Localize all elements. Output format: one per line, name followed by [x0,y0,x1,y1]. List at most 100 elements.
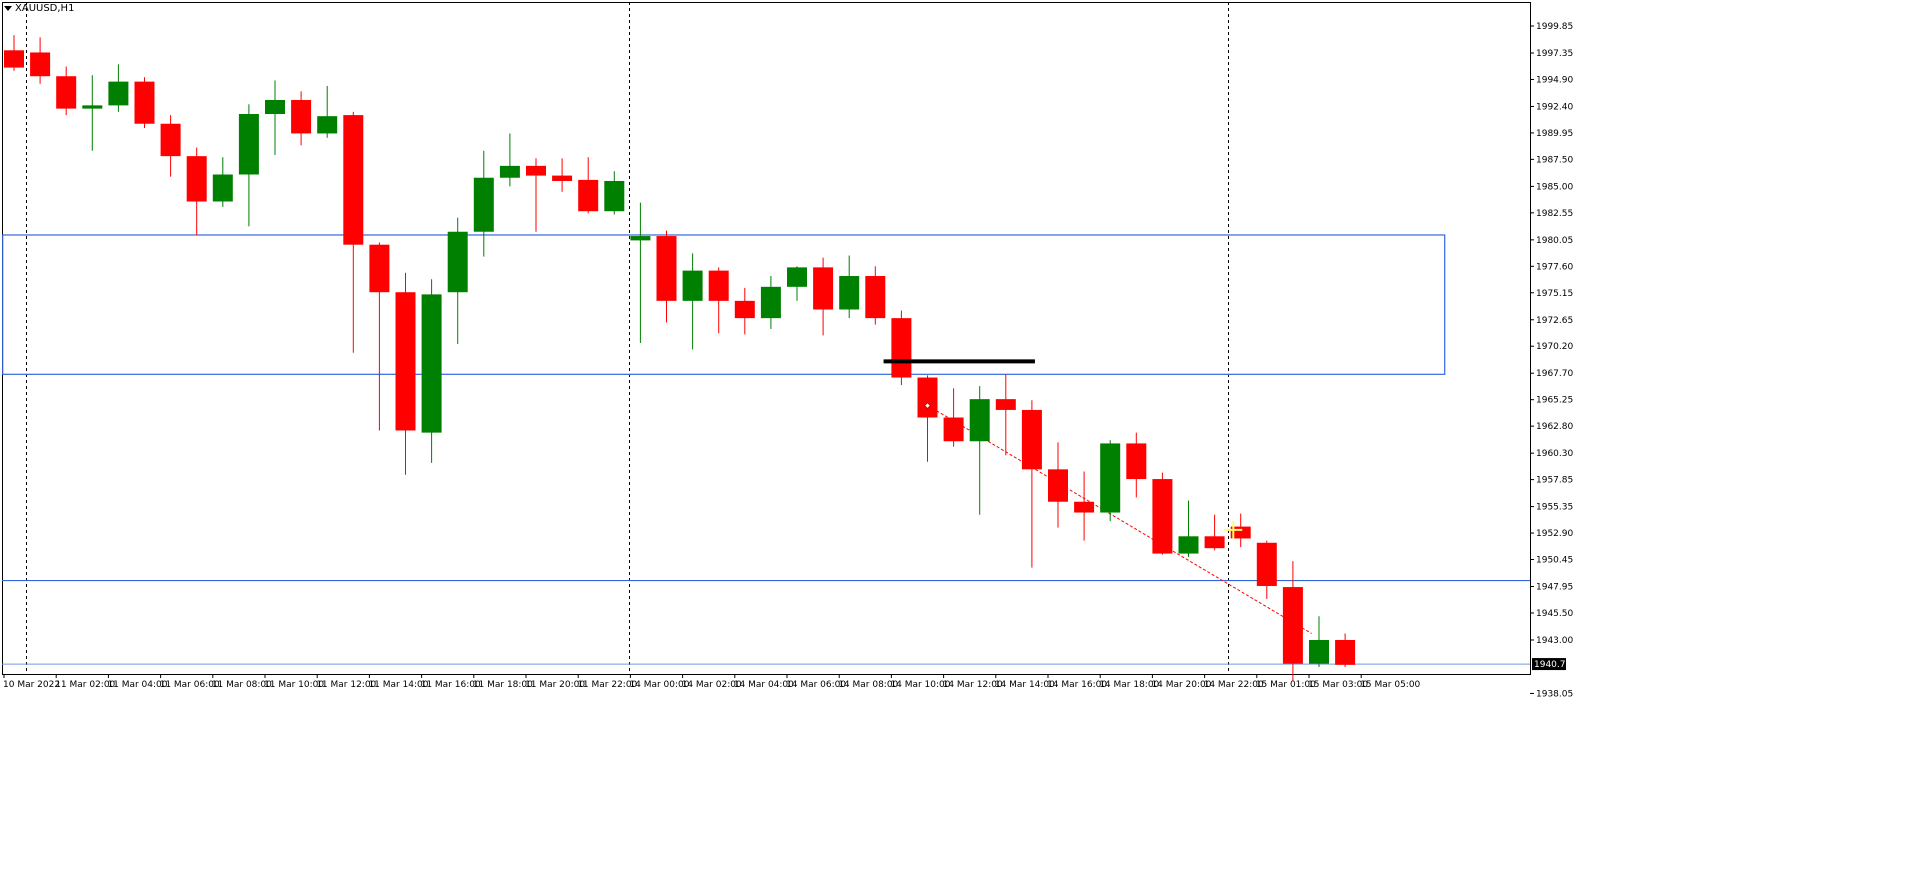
candle-body [734,300,755,319]
current-price-label: 1940.77 [1534,660,1571,670]
y-tick-label: 1967.70 [1536,369,1573,379]
candle-body [604,180,625,212]
x-tick-label: 11 Mar 18:00 [473,680,533,690]
candle-body [395,292,416,431]
y-tick-label: 1938.05 [1536,689,1573,699]
x-tick-label: 11 Mar 06:00 [160,680,220,690]
candle-body [1230,526,1251,539]
x-tick-label: 14 Mar 16:00 [1047,680,1107,690]
candle-body [813,267,834,310]
y-tick-label: 1950.45 [1536,556,1573,566]
candle-body [56,76,77,109]
candle-body [891,318,912,378]
candle-body [1309,639,1329,664]
candle-body [369,244,390,293]
y-tick-label: 1960.30 [1536,449,1573,459]
y-tick-label: 1975.15 [1536,289,1573,299]
x-tick-label: 14 Mar 02:00 [682,680,742,690]
symbol-timeframe-text: XAUUSD,H1 [15,3,75,14]
x-tick-label: 14 Mar 14:00 [995,680,1055,690]
candle-body [473,177,494,232]
candle-body [291,99,312,134]
x-tick-label: 14 Mar 12:00 [943,680,1003,690]
x-tick-label: 11 Mar 14:00 [368,680,428,690]
y-tick-label: 1989.95 [1536,129,1573,139]
symbol-label[interactable]: XAUUSD,H1 [4,3,74,14]
candle-body [186,156,207,202]
y-tick-label: 1972.65 [1536,316,1573,326]
candle-body [4,50,24,68]
candle-body [995,399,1016,410]
y-tick-label: 1992.40 [1536,102,1573,112]
candle-body [1100,443,1121,513]
anchor-diamond-icon[interactable] [923,401,932,410]
y-tick-label: 1999.85 [1536,22,1573,32]
y-tick-label: 1997.35 [1536,49,1573,59]
candle-body [108,81,129,106]
y-tick-label: 1962.80 [1536,422,1573,432]
x-tick-label: 11 Mar 20:00 [525,680,585,690]
candle-body [787,267,807,287]
y-tick-label: 1945.50 [1536,609,1573,619]
x-tick-label: 14 Mar 06:00 [786,680,846,690]
candle-body [82,105,103,109]
current-price-tag [1532,658,1566,671]
candle-body [760,286,781,319]
candle-body [682,270,703,301]
x-tick-label: 15 Mar 03:00 [1308,680,1368,690]
candle-body [526,165,546,176]
trendline[interactable] [927,405,1312,634]
candle-body [1178,536,1199,554]
x-tick-label: 14 Mar 08:00 [838,680,898,690]
x-tick-label: 11 Mar 16:00 [421,680,481,690]
x-tick-label: 11 Mar 08:00 [212,680,272,690]
candle-body [265,99,285,115]
y-tick-label: 1957.85 [1536,476,1573,486]
candle-body [1021,409,1042,470]
x-tick-label: 15 Mar 01:00 [1256,680,1316,690]
y-tick-label: 1947.95 [1536,583,1573,593]
x-tick-label: 11 Mar 10:00 [264,680,324,690]
x-tick-label: 11 Mar 04:00 [107,680,167,690]
candle-body [238,114,259,175]
y-tick-label: 1965.25 [1536,396,1573,406]
x-tick-label: 14 Mar 20:00 [1151,680,1211,690]
candle-body [212,174,233,202]
x-tick-label: 14 Mar 04:00 [734,680,794,690]
y-tick-label: 1970.20 [1536,342,1573,352]
x-tick-label: 10 Mar 2022 [3,680,60,690]
candle-body [1126,443,1147,480]
y-tick-label: 1994.90 [1536,75,1573,85]
y-tick-label: 1955.35 [1536,503,1573,513]
supply-zone-rectangle[interactable] [2,234,1446,375]
chevron-down-icon[interactable] [4,6,12,11]
candle-body [969,399,990,442]
candle-body [656,236,677,301]
candle-body [1256,542,1277,586]
candle-body [1282,587,1303,664]
x-tick-label: 15 Mar 05:00 [1360,680,1420,690]
candle-body [343,115,364,245]
candle-body [447,231,468,293]
candle-body [552,175,573,181]
candle-body [1204,536,1225,549]
candle-body [421,294,442,433]
candle-body [317,116,338,134]
plot-frame [2,2,1531,675]
y-tick-label: 1952.90 [1536,529,1573,539]
candle-body [30,52,51,77]
candle-body [578,179,599,212]
candle-body [865,276,886,319]
candle-body [917,377,938,418]
candle-body [1335,639,1356,665]
y-tick-label: 1987.50 [1536,155,1573,165]
y-tick-label: 1977.60 [1536,262,1573,272]
y-tick-label: 1980.05 [1536,236,1573,246]
candle-body [1074,501,1095,513]
y-tick-label: 1943.00 [1536,636,1573,646]
candle-body [708,270,729,301]
x-tick-label: 11 Mar 12:00 [316,680,376,690]
candle-body [134,81,155,124]
candle-body [1152,479,1173,554]
